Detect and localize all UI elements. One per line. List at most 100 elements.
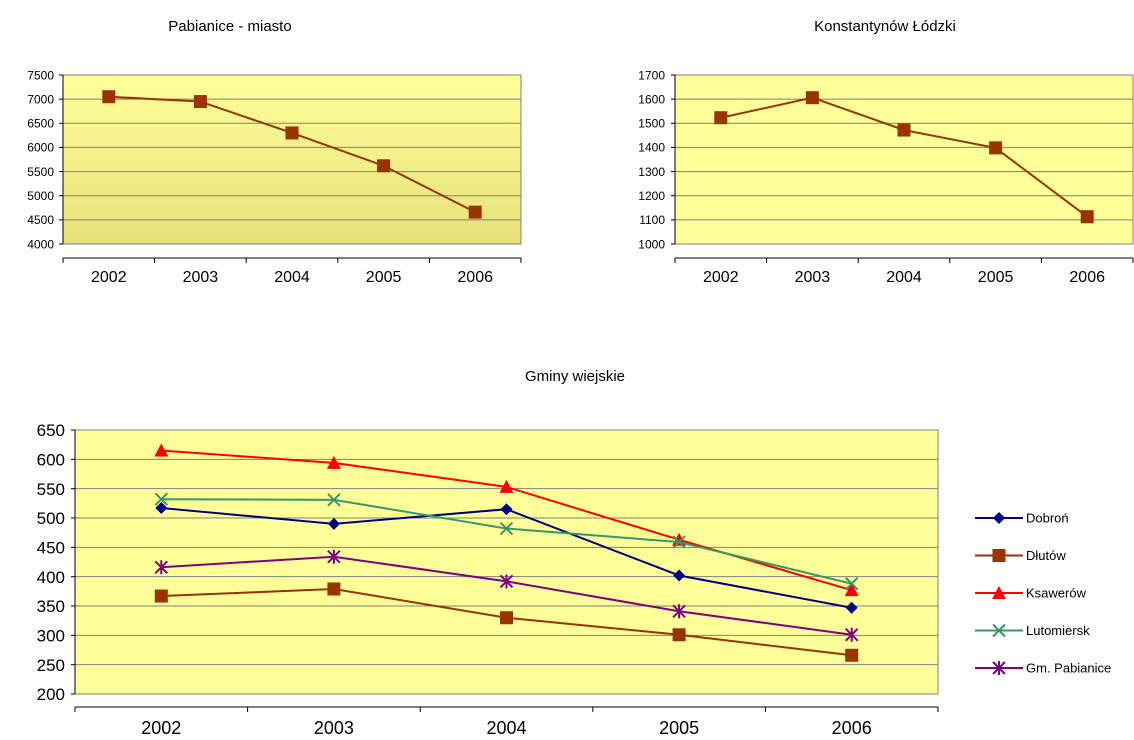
chart3-series-4-point (327, 493, 341, 507)
chart1-x-tick-label: 2006 (457, 269, 493, 286)
chart3-series-2 (154, 582, 859, 662)
chart2-series-1-point (714, 111, 728, 125)
chart3-y-tick-label: 450 (37, 538, 65, 557)
chart3-series-1-point (155, 502, 168, 515)
chart1-plot-area (62, 74, 522, 245)
chart3-series-1 (155, 502, 858, 614)
chart3-y-tick-label: 350 (37, 597, 65, 616)
chart3-series-5-point (499, 574, 514, 589)
chart3-series-4-point (672, 535, 686, 549)
chart2-x-tick-label: 2003 (795, 269, 831, 286)
chart3-x-tick-label: 2003 (314, 718, 354, 738)
chart1-y-tick-label: 6000 (27, 141, 54, 155)
chart2-series-1-point (805, 91, 819, 105)
chart1-series-1-point (468, 205, 482, 219)
chart2-series-1-point (1080, 210, 1094, 224)
legend-item: Dłutów (975, 548, 1066, 563)
chart3-series-5-point (844, 627, 859, 642)
legend-marker (992, 549, 1006, 562)
chart3-plot-area (74, 429, 939, 695)
chart1-y-tick-label: 6500 (27, 117, 54, 131)
chart3-series-1-point (500, 503, 513, 516)
chart3-series-4 (154, 492, 859, 591)
chart2-x-tick-label: 2006 (1069, 269, 1105, 286)
chart2-title: Konstantynów Łódzki (814, 18, 956, 35)
chart1-y-tick-label: 5500 (27, 165, 54, 179)
chart2-x-tick-label: 2005 (978, 269, 1014, 286)
chart3-series-2-point (154, 589, 168, 603)
legend-label: Lutomiersk (1026, 623, 1090, 638)
legend-marker (992, 623, 1006, 638)
legend-marker (992, 661, 1006, 675)
chart1: 7500 7000 6500 6000 5500 5000 4500 4000 2002 2003… (27, 68, 522, 286)
chart3-x-tick-label: 2005 (659, 718, 699, 738)
chart2-y-tick-label: 1300 (638, 165, 665, 179)
chart2-plot-area (674, 74, 1134, 245)
chart3-x-tick-label: 2004 (486, 718, 526, 738)
chart2-x-tick-label: 2004 (886, 269, 922, 286)
chart3-y-tick-label: 300 (37, 626, 65, 645)
chart3-y-tick-label: 650 (37, 421, 65, 440)
chart2-y-tick-label: 1500 (638, 117, 665, 131)
chart3-title: Gminy wiejskie (524, 368, 626, 385)
chart2-series-1-point (897, 123, 911, 137)
chart1-x-tick-label: 2004 (274, 269, 310, 286)
chart3-y-tick-label: 400 (37, 568, 65, 587)
chart3-y-tick-label: 550 (37, 480, 65, 499)
chart3-series-1-point (327, 517, 340, 530)
chart3-series-2-point (500, 611, 513, 625)
chart3-x-tick-label: 2006 (832, 718, 872, 738)
chart3-series-5-point (327, 549, 341, 564)
legend-item: Lutomiersk (975, 623, 1090, 638)
chart1-series-1-point (193, 95, 207, 109)
chart3-series-5-point (672, 604, 686, 619)
legend-label: Dłutów (1026, 548, 1066, 563)
chart2-x-tick-label: 2002 (703, 269, 739, 286)
legend-label: Gm. Pabianice (1026, 661, 1111, 676)
chart1-title: Pabianice - miasto (168, 18, 292, 35)
chart3-series-3-point (326, 455, 341, 469)
chart3-series-2-point (845, 648, 859, 662)
chart3-series-5 (154, 549, 859, 642)
chart1-y-tick-label: 7000 (27, 92, 54, 106)
chart1-series-1-point (285, 126, 299, 140)
legend-item: Dobroń (975, 511, 1069, 526)
chart1-y-tick-label: 4500 (27, 213, 54, 227)
chart3-series-4-point (844, 576, 859, 591)
chart3-series-2-point (327, 582, 341, 596)
chart3-y-tick-label: 500 (37, 509, 65, 528)
chart1-x-tick-label: 2002 (91, 269, 127, 286)
chart1-y-tick-label: 5000 (27, 189, 54, 203)
chart3-x-tick-label: 2002 (141, 718, 181, 738)
chart3-y-tick-label: 200 (37, 685, 65, 704)
chart3-series-3-point (154, 443, 169, 457)
chart1-series-1 (102, 90, 482, 219)
chart3-series-4-point (154, 492, 169, 506)
chart1-x-tick-label: 2005 (366, 269, 402, 286)
chart3-series-3-point (844, 583, 859, 597)
legend-item: Gm. Pabianice (975, 661, 1111, 676)
chart3-series-5-point (154, 560, 169, 575)
legend-label: Dobroń (1026, 511, 1069, 526)
chart1-x-tick-label: 2003 (183, 269, 219, 286)
chart3-series-1-point (673, 569, 686, 582)
chart1-series-1-point (377, 159, 391, 173)
chart2-y-tick-label: 1100 (639, 213, 665, 227)
chart1-y-tick-label: 4000 (27, 237, 54, 251)
chart1-series-1-point (102, 90, 116, 104)
chart2-y-tick-label: 1600 (638, 92, 665, 106)
legend-item: Ksawerów (975, 586, 1087, 601)
chart2-series-1 (714, 91, 1094, 224)
chart2: 1700 1600 1500 1400 1300 1200 1100 1000 2002 2003… (638, 68, 1134, 286)
chart3: 650 600 550 500 450 400 350 300 250 200 2002 2003 20… (37, 421, 1112, 738)
chart3-y-tick-label: 600 (37, 450, 65, 469)
chart3-series-1-point (845, 601, 858, 614)
legend-marker (993, 512, 1005, 524)
chart3-y-tick-label: 250 (37, 656, 65, 675)
chart3-series-4-point (499, 521, 514, 536)
chart2-y-tick-label: 1200 (638, 189, 665, 203)
chart3-series-3-point (499, 479, 514, 493)
chart2-y-tick-label: 1700 (638, 68, 665, 82)
chart2-series-1-point (989, 141, 1003, 155)
